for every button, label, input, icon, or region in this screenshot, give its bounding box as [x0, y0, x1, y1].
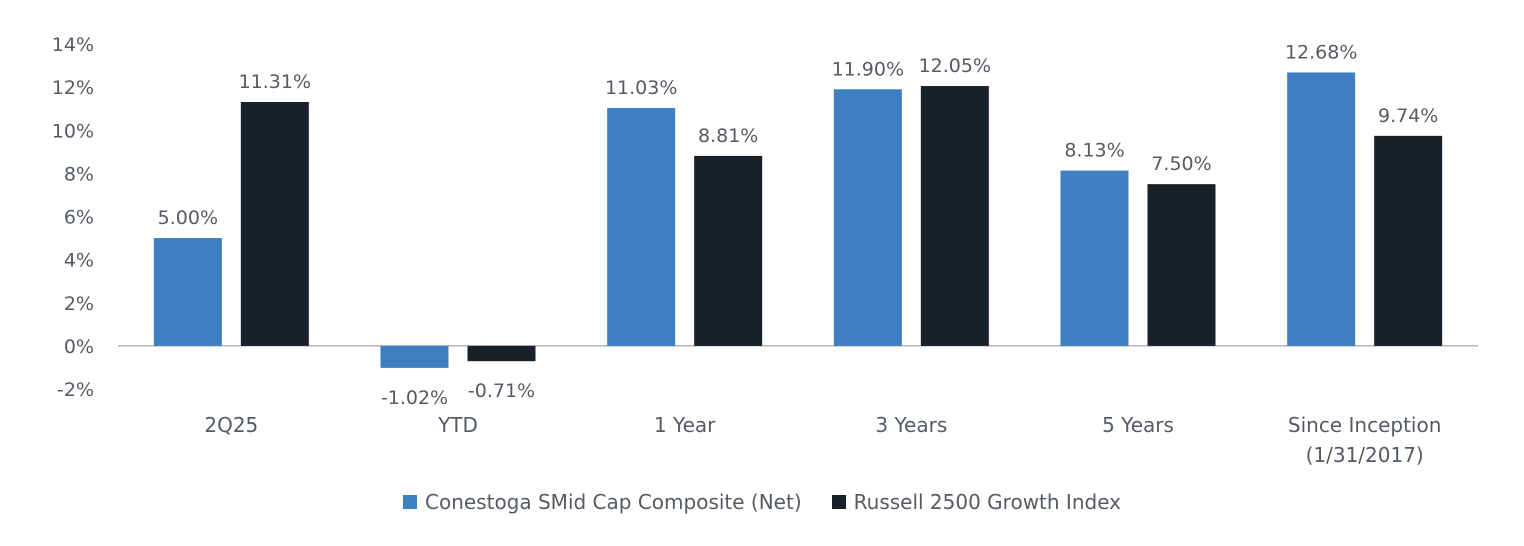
bar-series-1 [607, 108, 676, 346]
bar-series-2 [1147, 184, 1216, 346]
data-label-series-2: 9.74% [1378, 105, 1438, 127]
data-label-series-2: 8.81% [698, 125, 758, 147]
bar-chart: 14% 12% 10% 8% 6% 4% 2% 0% -2% 5.00% 11.31% 2Q25 -1.… [52, 34, 1478, 467]
bar-series-1 [153, 238, 222, 346]
data-label-series-1: 12.68% [1285, 41, 1357, 63]
data-label-series-1: 8.13% [1064, 140, 1124, 162]
bar-series-2 [467, 345, 536, 362]
bar-series-2 [694, 155, 763, 346]
y-tick-label: 10% [52, 120, 94, 142]
bar-series-1 [380, 345, 449, 368]
y-tick-label: 2% [64, 293, 94, 315]
x-category-label: YTD [437, 413, 478, 437]
data-label-series-2: 11.31% [239, 71, 311, 93]
data-label-series-2: -0.71% [468, 380, 535, 402]
data-label-series-2: 12.05% [919, 55, 991, 77]
data-label-series-1: 11.90% [832, 58, 904, 80]
bar-series-1 [1060, 170, 1129, 346]
y-tick-label: 4% [64, 250, 94, 272]
y-tick-label: 8% [64, 163, 94, 185]
bar-series-2 [920, 86, 989, 346]
y-tick-label: 6% [64, 207, 94, 229]
y-tick-label: 12% [52, 77, 94, 99]
bar-series-2 [1374, 135, 1443, 346]
legend-item-series-1: Conestoga SMid Cap Composite (Net) [403, 490, 802, 514]
legend-swatch-series-2 [831, 495, 846, 509]
data-label-series-1: 5.00% [158, 207, 218, 229]
data-label-series-1: 11.03% [605, 77, 677, 99]
data-label-series-1: -1.02% [381, 387, 448, 409]
bar-series-1 [833, 89, 902, 346]
legend-item-series-2: Russell 2500 Growth Index [831, 490, 1121, 514]
y-tick-label: -2% [57, 379, 94, 401]
legend-label-series-1: Conestoga SMid Cap Composite (Net) [425, 490, 802, 514]
x-category-label: Since Inception [1288, 413, 1441, 437]
bar-series-1 [1287, 72, 1356, 346]
legend-swatch-series-1 [403, 495, 417, 509]
y-tick-label: 14% [52, 34, 94, 56]
bar-series-2 [240, 102, 309, 346]
legend-label-series-2: Russell 2500 Growth Index [853, 490, 1121, 514]
x-category-label: 2Q25 [204, 413, 258, 437]
x-category-label: (1/31/2017) [1306, 443, 1424, 467]
x-category-label: 3 Years [875, 413, 947, 437]
data-label-series-2: 7.50% [1151, 153, 1211, 175]
x-category-label: 5 Years [1102, 413, 1174, 437]
x-category-label: 1 Year [654, 413, 716, 437]
y-tick-label: 0% [64, 336, 94, 358]
legend: Conestoga SMid Cap Composite (Net) Russe… [0, 490, 1524, 514]
